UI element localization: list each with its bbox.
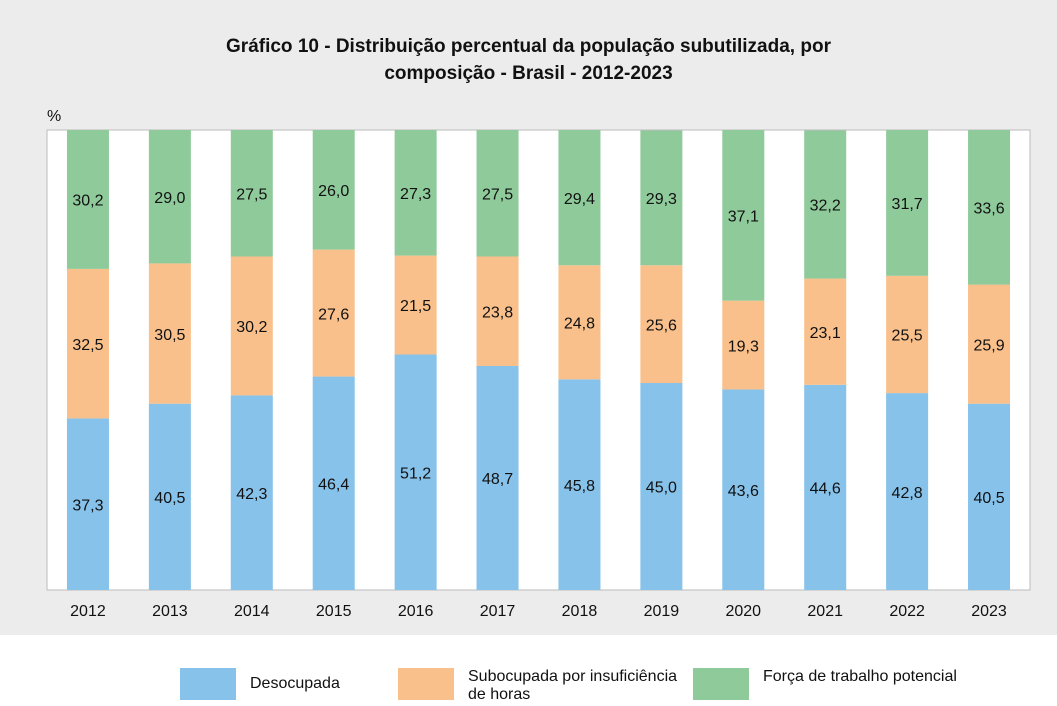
x-tick-label: 2012 — [70, 603, 106, 620]
data-label: 30,2 — [72, 193, 103, 210]
bar-segment — [968, 130, 1011, 285]
data-label: 23,1 — [810, 325, 841, 342]
bar-segment — [312, 130, 355, 250]
bar-segment — [476, 256, 519, 366]
legend-item: Desocupada — [180, 668, 370, 700]
bar-segment — [394, 354, 437, 590]
bar-segment — [312, 376, 355, 590]
bar-segment — [722, 300, 765, 390]
data-label: 29,0 — [154, 190, 185, 207]
data-label: 46,4 — [318, 476, 349, 493]
bar-segment — [476, 130, 519, 257]
x-tick-label: 2023 — [971, 603, 1007, 620]
data-label: 24,8 — [564, 315, 595, 332]
data-label: 51,2 — [400, 465, 431, 482]
data-label: 29,3 — [646, 191, 677, 208]
x-tick-label: 2017 — [480, 603, 516, 620]
x-tick-label: 2020 — [725, 603, 761, 620]
legend-label: Subocupada por insuficiência de horas — [468, 668, 678, 703]
data-label: 19,3 — [728, 338, 759, 355]
x-tick-label: 2019 — [644, 603, 680, 620]
data-label: 23,8 — [482, 304, 513, 321]
x-tick-label: 2015 — [316, 603, 352, 620]
bar-segment — [804, 130, 847, 279]
legend-item: Subocupada por insuficiência de horas — [398, 668, 698, 704]
bar-segment — [66, 130, 109, 269]
plot-area — [46, 129, 1031, 591]
y-axis-label: % — [47, 108, 61, 125]
data-label: 48,7 — [482, 471, 513, 488]
chart-title: Gráfico 10 - Distribuição percentual da … — [226, 36, 831, 84]
bar-segment — [640, 265, 683, 383]
x-tick-label: 2016 — [398, 603, 434, 620]
data-label: 29,4 — [564, 191, 595, 208]
bar-segment — [230, 130, 273, 257]
bar-segment — [230, 395, 273, 590]
bar-segment — [312, 249, 355, 377]
data-label: 32,2 — [810, 198, 841, 215]
bar-segment — [230, 256, 273, 396]
bar-segment — [640, 130, 683, 266]
data-label: 33,6 — [973, 200, 1004, 217]
data-label: 25,9 — [973, 337, 1004, 354]
bar-segment — [148, 263, 191, 404]
data-label: 30,5 — [154, 327, 185, 344]
data-label: 32,5 — [72, 337, 103, 354]
data-label: 45,0 — [646, 480, 677, 497]
data-label: 42,3 — [236, 486, 267, 503]
data-label: 27,5 — [482, 186, 513, 203]
data-label: 43,6 — [728, 483, 759, 500]
bar-segment — [394, 255, 437, 355]
bar-segment — [66, 418, 109, 590]
data-label: 37,3 — [72, 497, 103, 514]
data-label: 25,6 — [646, 317, 677, 334]
legend-label: Desocupada — [250, 675, 340, 692]
bar-segment — [148, 130, 191, 264]
bar-segment — [558, 379, 601, 590]
bar-segment — [804, 278, 847, 385]
data-label: 44,6 — [810, 481, 841, 498]
bar-segment — [476, 365, 519, 590]
legend: Desocupada Subocupada por insuficiência d… — [0, 668, 1057, 706]
bar-segment — [558, 265, 601, 380]
bar-segment — [66, 268, 109, 419]
bar-segment — [968, 284, 1011, 404]
data-label: 31,7 — [892, 196, 923, 213]
data-label: 37,1 — [728, 209, 759, 226]
chart: % 37,3 32,5 30,2 2012 40,5 30,5 29,0 2013 42,3 30… — [46, 108, 1031, 620]
data-label: 27,6 — [318, 306, 349, 323]
bar-segment — [148, 403, 191, 590]
data-label: 30,2 — [236, 319, 267, 336]
x-tick-label: 2021 — [807, 603, 843, 620]
x-tick-label: 2013 — [152, 603, 188, 620]
data-label: 40,5 — [154, 490, 185, 507]
bar-segment — [886, 130, 929, 276]
legend-swatch — [693, 668, 749, 700]
x-tick-label: 2022 — [889, 603, 925, 620]
data-label: 42,8 — [892, 485, 923, 502]
bar-segment — [558, 130, 601, 266]
data-label: 45,8 — [564, 478, 595, 495]
x-tick-label: 2018 — [562, 603, 598, 620]
legend-swatch — [180, 668, 236, 700]
bar-segment — [394, 130, 437, 256]
bar-segment — [640, 383, 683, 590]
x-tick-label: 2014 — [234, 603, 270, 620]
data-label: 40,5 — [973, 490, 1004, 507]
legend-label: Força de trabalho potencial — [763, 668, 957, 685]
legend-swatch — [398, 668, 454, 700]
data-label: 27,5 — [236, 186, 267, 203]
bar-segment — [804, 384, 847, 590]
data-label: 21,5 — [400, 298, 431, 315]
data-label: 26,0 — [318, 183, 349, 200]
bar-segment — [886, 393, 929, 590]
bar-segment — [968, 403, 1011, 590]
data-label: 25,5 — [892, 328, 923, 345]
bar-segment — [886, 275, 929, 394]
bar-segment — [722, 130, 765, 301]
data-label: 27,3 — [400, 186, 431, 203]
bar-segment — [722, 389, 765, 590]
legend-item: Força de trabalho potencial — [693, 668, 963, 700]
